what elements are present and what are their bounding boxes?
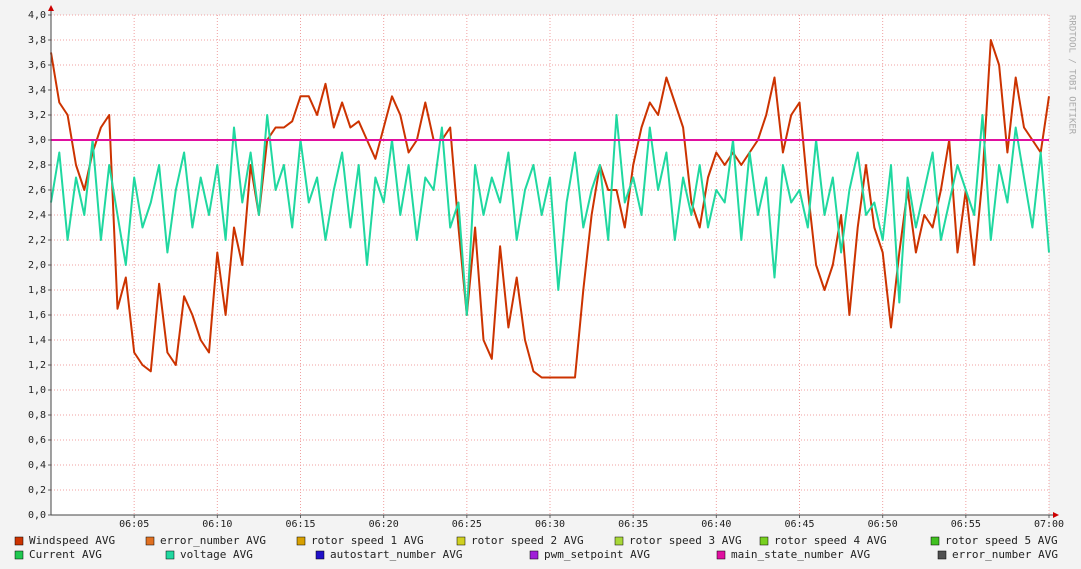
x-tick-label: 06:45 — [784, 519, 814, 530]
legend-label: Current AVG — [29, 548, 102, 561]
x-tick-label: 06:10 — [202, 519, 232, 530]
y-tick-label: 2,8 — [28, 160, 46, 171]
y-tick-label: 0,4 — [28, 460, 46, 471]
y-tick-label: 0,0 — [28, 510, 46, 521]
x-tick-label: 06:40 — [701, 519, 731, 530]
y-tick-label: 1,0 — [28, 385, 46, 396]
x-tick-label: 07:00 — [1034, 519, 1064, 530]
x-axis-arrow — [1053, 512, 1059, 518]
x-tick-label: 06:55 — [951, 519, 981, 530]
legend-swatch — [716, 550, 726, 560]
y-tick-label: 3,0 — [28, 135, 46, 146]
legend-label: rotor speed 4 AVG — [774, 534, 887, 547]
legend-swatch — [930, 536, 940, 546]
legend-label: autostart_number AVG — [330, 548, 462, 561]
legend-label: rotor speed 5 AVG — [945, 534, 1058, 547]
legend-label: error_number AVG — [952, 548, 1058, 561]
y-tick-label: 1,8 — [28, 285, 46, 296]
y-tick-label: 3,4 — [28, 85, 46, 96]
legend-swatch — [165, 550, 175, 560]
legend-swatch — [315, 550, 325, 560]
series-line — [50, 114, 1050, 316]
y-tick-label: 3,6 — [28, 60, 46, 71]
x-tick-label: 06:35 — [618, 519, 648, 530]
legend-swatch — [614, 536, 624, 546]
legend-label: rotor speed 1 AVG — [311, 534, 424, 547]
y-tick-label: 0,6 — [28, 435, 46, 446]
y-tick-label: 2,4 — [28, 210, 46, 221]
legend-swatch — [937, 550, 947, 560]
legend-label: error_number AVG — [160, 534, 266, 547]
y-axis-arrow — [48, 5, 54, 11]
y-tick-label: 2,2 — [28, 235, 46, 246]
y-tick-label: 4,0 — [28, 10, 46, 21]
legend-label: pwm_setpoint AVG — [544, 548, 650, 561]
y-tick-label: 0,2 — [28, 485, 46, 496]
legend-label: voltage AVG — [180, 548, 253, 561]
x-tick-label: 06:05 — [119, 519, 149, 530]
legend-label: rotor speed 2 AVG — [471, 534, 584, 547]
y-tick-label: 3,2 — [28, 110, 46, 121]
y-tick-label: 1,2 — [28, 360, 46, 371]
x-tick-label: 06:30 — [535, 519, 565, 530]
y-tick-label: 0,8 — [28, 410, 46, 421]
legend-swatch — [529, 550, 539, 560]
legend-swatch — [296, 536, 306, 546]
x-tick-label: 06:50 — [868, 519, 898, 530]
x-tick-label: 06:25 — [452, 519, 482, 530]
legend-label: rotor speed 3 AVG — [629, 534, 742, 547]
legend-swatch — [14, 550, 24, 560]
watermark: RRDTOOL / TOBI OETIKER — [1067, 15, 1077, 135]
legend-swatch — [145, 536, 155, 546]
y-tick-label: 1,4 — [28, 335, 46, 346]
y-tick-label: 3,8 — [28, 35, 46, 46]
legend-label: Windspeed AVG — [29, 534, 115, 547]
y-tick-label: 2,0 — [28, 260, 46, 271]
x-tick-label: 06:15 — [285, 519, 315, 530]
legend-swatch — [759, 536, 769, 546]
legend-swatch — [456, 536, 466, 546]
y-tick-label: 1,6 — [28, 310, 46, 321]
legend-label: main_state_number AVG — [731, 548, 870, 561]
series-line — [50, 39, 1050, 379]
legend-swatch — [14, 536, 24, 546]
x-tick-label: 06:20 — [369, 519, 399, 530]
y-tick-label: 2,6 — [28, 185, 46, 196]
